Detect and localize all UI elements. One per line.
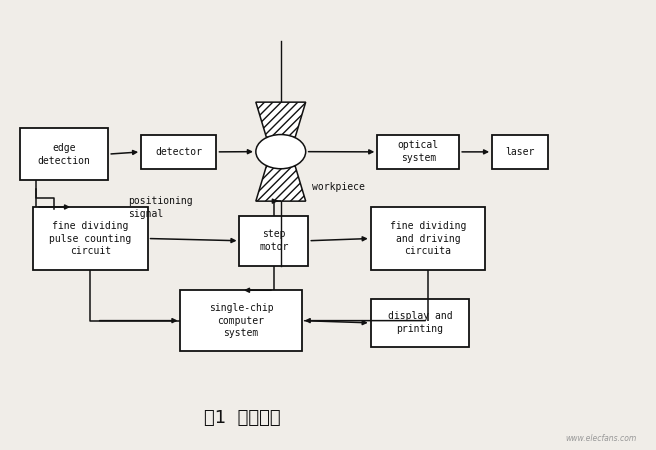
Text: workpiece: workpiece	[312, 182, 365, 192]
Text: laser: laser	[505, 147, 535, 157]
FancyBboxPatch shape	[377, 135, 459, 169]
FancyBboxPatch shape	[33, 207, 148, 270]
Text: detector: detector	[155, 147, 202, 157]
Text: fine dividing
pulse counting
circuit: fine dividing pulse counting circuit	[49, 220, 131, 256]
Circle shape	[256, 135, 306, 169]
FancyBboxPatch shape	[180, 290, 302, 351]
Text: fine dividing
and driving
circuita: fine dividing and driving circuita	[390, 220, 466, 256]
FancyBboxPatch shape	[492, 135, 548, 169]
Polygon shape	[256, 166, 306, 201]
Text: optical
system: optical system	[398, 140, 439, 163]
FancyBboxPatch shape	[371, 299, 469, 346]
Text: 图1  系统框图: 图1 系统框图	[205, 410, 281, 427]
FancyBboxPatch shape	[239, 216, 308, 266]
Text: display and
printing: display and printing	[388, 311, 452, 334]
Text: single-chip
computer
system: single-chip computer system	[209, 303, 274, 338]
Text: www.elecfans.com: www.elecfans.com	[565, 434, 636, 443]
FancyBboxPatch shape	[20, 128, 108, 180]
FancyBboxPatch shape	[371, 207, 485, 270]
FancyBboxPatch shape	[141, 135, 216, 169]
Text: edge
detection: edge detection	[37, 143, 91, 166]
Text: positioning
signal: positioning signal	[128, 196, 193, 219]
Polygon shape	[256, 102, 306, 137]
Text: step
motor: step motor	[259, 230, 289, 252]
